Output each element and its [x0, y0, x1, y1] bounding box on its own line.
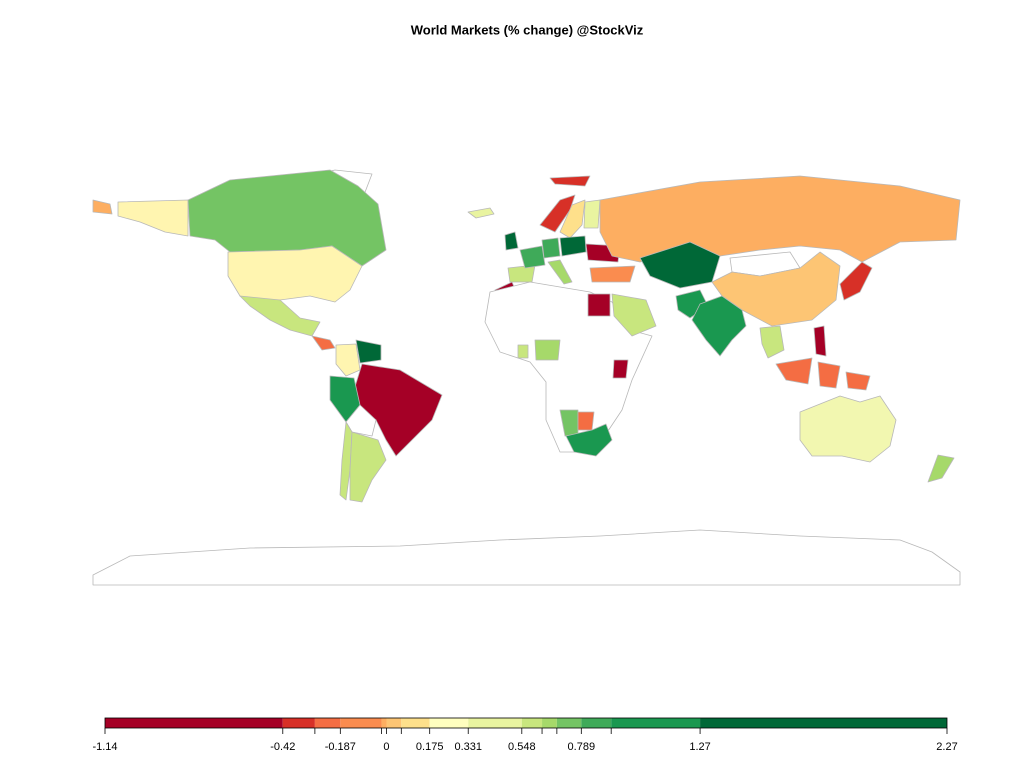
- legend-tick-label: -1.14: [92, 741, 117, 753]
- legend-swatch: [468, 718, 522, 728]
- botswana: [577, 411, 595, 431]
- nigeria: [534, 339, 561, 361]
- legend-tick-label: 2.27: [936, 741, 957, 753]
- colombia: [335, 343, 361, 377]
- venezuela: [355, 339, 382, 364]
- legend-tick-label: 0.548: [508, 741, 536, 753]
- poland: [559, 235, 587, 257]
- ghana: [517, 344, 529, 359]
- central-america: [311, 335, 336, 351]
- legend-swatch: [381, 718, 387, 728]
- indonesia-east: [817, 361, 841, 389]
- southeast-asia: [759, 325, 785, 359]
- legend-swatch: [401, 718, 430, 728]
- legend-swatch: [429, 718, 469, 728]
- legend-tick-label: -0.187: [325, 741, 356, 753]
- legend-tick-label: 0: [383, 741, 389, 753]
- legend-swatch: [700, 718, 947, 728]
- russia: [599, 175, 961, 263]
- legend-swatch: [556, 718, 582, 728]
- usa: [227, 245, 363, 307]
- india: [691, 295, 747, 357]
- legend-tick-label: 0.331: [454, 741, 482, 753]
- legend-tick-label: 0.175: [416, 741, 444, 753]
- germany: [541, 237, 561, 259]
- legend-tick-label: -0.42: [270, 741, 295, 753]
- finland: [583, 199, 601, 229]
- bolivia: [345, 404, 377, 437]
- turkey: [589, 265, 636, 283]
- saudi-arabia: [611, 293, 657, 337]
- legend-swatch: [611, 718, 701, 728]
- legend: -1.14 -0.42 -0.187 0 0.175 0.331 0.548 0.789 1.2…: [92, 717, 958, 753]
- legend-swatch: [542, 718, 557, 728]
- norway: [539, 194, 576, 233]
- legend-swatch: [386, 718, 402, 728]
- world-map: [92, 169, 961, 586]
- france: [519, 245, 546, 269]
- mexico: [239, 295, 321, 337]
- spain: [507, 264, 536, 283]
- australia: [799, 395, 897, 463]
- legend-swatch: [282, 718, 315, 728]
- legend-swatch: [105, 718, 283, 728]
- kenya: [612, 359, 629, 379]
- chart-title: World Markets (% change) @StockViz: [411, 22, 644, 37]
- korea-japan: [839, 261, 873, 301]
- philippines: [813, 325, 827, 357]
- far-east-strip: [92, 199, 113, 215]
- legend-swatch: [521, 718, 543, 728]
- new-zealand: [927, 454, 955, 483]
- iceland: [467, 207, 495, 219]
- uk: [504, 231, 519, 251]
- legend-swatch: [581, 718, 612, 728]
- italy: [547, 259, 573, 285]
- legend-swatch: [314, 718, 341, 728]
- antarctica: [92, 529, 961, 586]
- papua: [845, 371, 871, 391]
- alaska: [117, 199, 189, 237]
- egypt: [587, 293, 611, 317]
- scandinavia-north: [549, 175, 591, 187]
- legend-tick-label: 0.789: [568, 741, 596, 753]
- legend-swatch: [340, 718, 382, 728]
- legend-frame: [104, 717, 948, 729]
- legend-tick-label: 1.27: [689, 741, 710, 753]
- argentina: [349, 431, 387, 503]
- indonesia-west: [775, 357, 813, 385]
- south-africa: [565, 423, 613, 457]
